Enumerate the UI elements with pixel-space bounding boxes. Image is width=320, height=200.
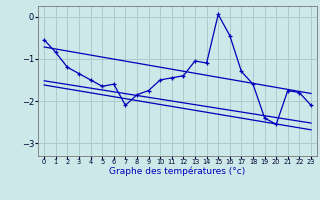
X-axis label: Graphe des températures (°c): Graphe des températures (°c) <box>109 167 246 176</box>
